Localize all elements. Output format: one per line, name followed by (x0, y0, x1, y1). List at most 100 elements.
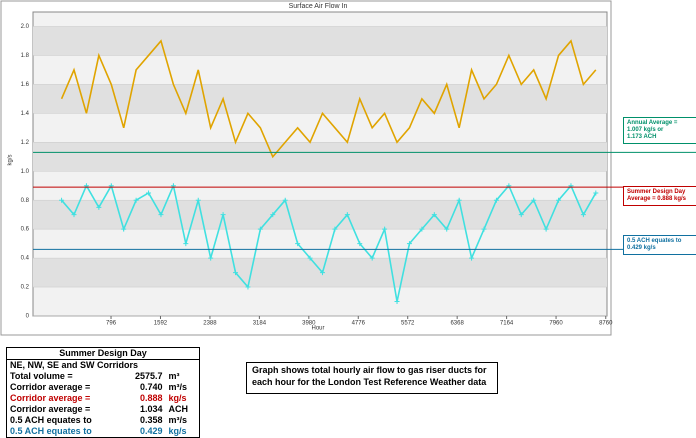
table-label: Corridor average = (10, 404, 91, 414)
table-unit: kg/s (168, 426, 187, 436)
point-marker (469, 255, 475, 261)
table-row: Total volume = 2575.7 m³ (7, 371, 200, 382)
x-tick-label: 8760 (599, 321, 613, 327)
point-marker (233, 270, 239, 276)
table-value: 2575.7 (134, 371, 163, 381)
y-tick-label: 1.0 (21, 169, 30, 175)
x-tick-label: 796 (106, 321, 117, 327)
table-label: Corridor average = (10, 382, 91, 392)
x-tick-label: 2388 (203, 321, 217, 327)
point-marker (556, 197, 562, 203)
annotation-text: 1.173 ACH (627, 134, 657, 140)
table-row: Corridor average = 1.034 ACH (7, 404, 200, 415)
point-marker (543, 226, 549, 232)
chart-title: Surface Air Flow In (289, 3, 348, 10)
point-marker (319, 270, 325, 276)
table-unit: m³/s (168, 382, 188, 392)
point-marker (208, 255, 214, 261)
table-label: Corridor average = (10, 393, 91, 403)
point-marker (531, 197, 537, 203)
point-marker (444, 226, 450, 232)
point-marker (593, 190, 599, 196)
point-marker (307, 255, 313, 261)
table-row: Corridor average = 0.740 m³/s (7, 382, 200, 393)
point-marker (270, 212, 276, 218)
point-marker (419, 226, 425, 232)
grid-band (33, 200, 607, 230)
point-marker (344, 212, 350, 218)
point-marker (406, 241, 412, 247)
y-tick-label: 0 (26, 314, 30, 320)
annotation-text: 1.007 kg/s or (627, 127, 664, 133)
point-marker (481, 226, 487, 232)
point-marker (493, 197, 499, 203)
table-value: 0.888 (139, 393, 163, 403)
point-marker (71, 212, 77, 218)
point-marker (146, 190, 152, 196)
y-axis-label: kg/s (8, 154, 14, 165)
point-marker (183, 241, 189, 247)
point-marker (357, 241, 363, 247)
x-tick-label: 7960 (549, 321, 563, 327)
annotation-box: 0.5 ACH equates to 0.429 kg/s (623, 235, 696, 255)
point-marker (195, 197, 201, 203)
point-marker (456, 197, 462, 203)
point-marker (282, 197, 288, 203)
series-line (60, 183, 597, 302)
x-tick-label: 1592 (154, 321, 168, 327)
table-title: Summer Design Day (6, 347, 200, 360)
point-marker (332, 226, 338, 232)
series-line (60, 39, 597, 159)
x-tick-label: 7164 (500, 321, 514, 327)
annotation-box: Summer Design Day Average = 0.888 kg/s (623, 186, 696, 206)
table-unit: m³ (168, 371, 180, 381)
table-label: 0.5 ACH equates to (10, 426, 92, 436)
note: Graph shows total hourly air flow to gas… (246, 362, 498, 394)
grid-band (33, 142, 607, 172)
point-marker (394, 299, 400, 305)
point-marker (245, 284, 251, 290)
x-tick-label: 4776 (352, 321, 366, 327)
table-row: Corridor average = 0.888 kg/s (7, 393, 200, 404)
table-value: 0.429 (139, 426, 163, 436)
point-marker (518, 212, 524, 218)
y-tick-label: 1.8 (21, 53, 30, 59)
x-tick-label: 5572 (401, 321, 415, 327)
table-label: Total volume = (10, 371, 73, 381)
point-marker (220, 212, 226, 218)
point-marker (96, 204, 102, 210)
point-marker (431, 212, 437, 218)
summary-table: Summer Design Day NE, NW, SE and SW Corr… (6, 347, 200, 438)
point-marker (133, 197, 139, 203)
y-tick-label: 0.2 (21, 285, 30, 291)
y-tick-label: 1.2 (21, 140, 30, 146)
table-value: 1.034 (139, 404, 163, 414)
y-tick-label: 0.8 (21, 198, 30, 204)
grid-band (33, 84, 607, 114)
annotation-text: Annual Average = (627, 120, 678, 126)
x-tick-label: 3184 (253, 321, 267, 327)
grid-band (33, 26, 607, 56)
point-marker (121, 226, 127, 232)
table-label: 0.5 ACH equates to (10, 415, 92, 425)
table-row: 0.5 ACH equates to 0.429 kg/s (7, 426, 200, 438)
point-marker (369, 255, 375, 261)
annotation-text: Average = 0.888 kg/s (627, 196, 686, 202)
x-tick-label: 6368 (450, 321, 464, 327)
table-value: 0.358 (139, 415, 163, 425)
table-value: 0.740 (139, 382, 163, 392)
point-marker (257, 226, 263, 232)
y-tick-label: 2.0 (21, 24, 30, 30)
point-marker (295, 241, 301, 247)
annotation-text: 0.429 kg/s (627, 245, 656, 251)
point-marker (59, 197, 65, 203)
table-unit: m³/s (168, 415, 188, 425)
y-tick-label: 1.6 (21, 82, 30, 88)
table-row: 0.5 ACH equates to 0.358 m³/s (7, 415, 200, 426)
annotation-box: Annual Average = 1.007 kg/s or 1.173 ACH (623, 117, 696, 144)
table-unit: ACH (168, 404, 189, 414)
table-subtitle: NE, NW, SE and SW Corridors (10, 360, 139, 370)
y-tick-label: 1.4 (21, 111, 30, 117)
point-marker (158, 212, 164, 218)
